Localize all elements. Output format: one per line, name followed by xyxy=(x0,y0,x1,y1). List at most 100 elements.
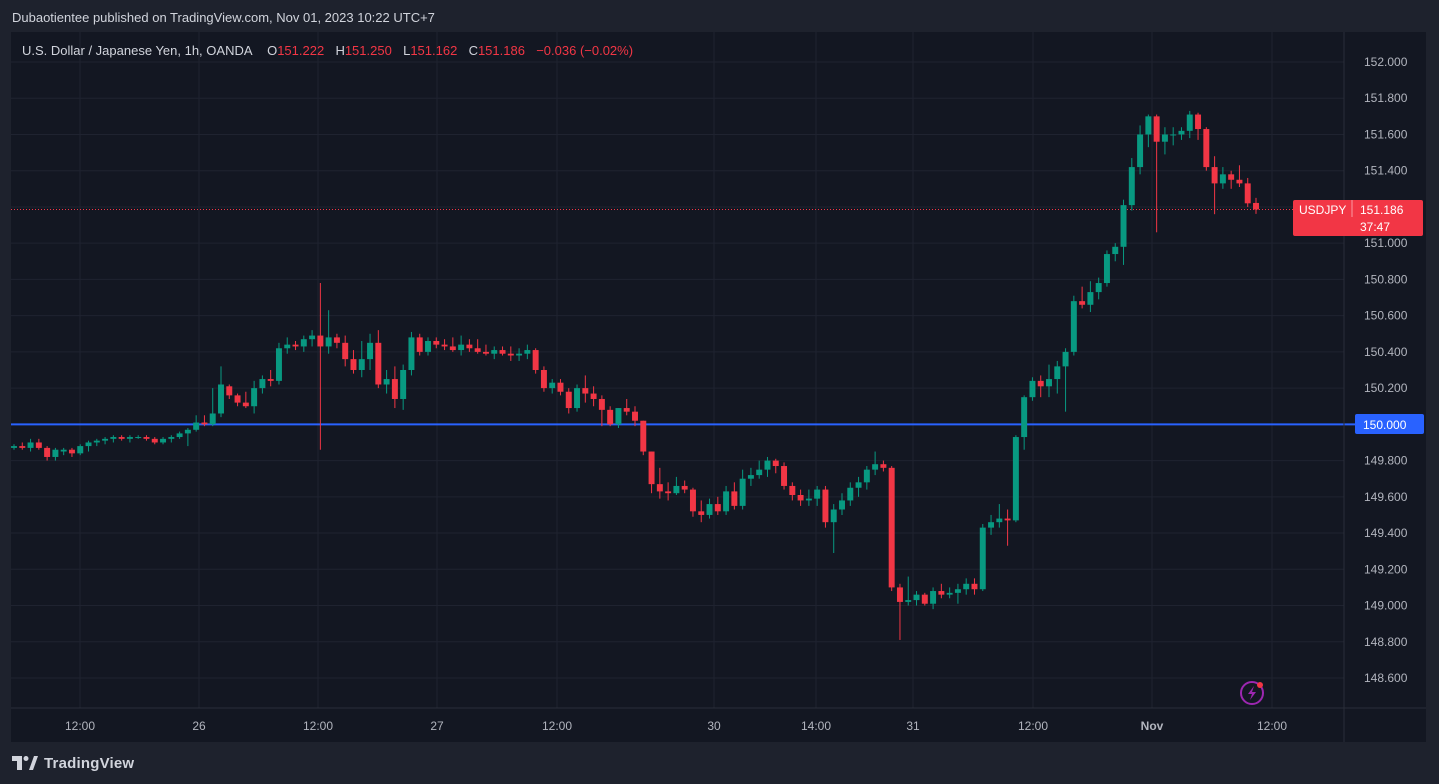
candle-body xyxy=(102,438,109,441)
candle-body xyxy=(930,591,937,604)
candle-body xyxy=(1021,397,1028,438)
y-tick-label: 151.600 xyxy=(1364,127,1408,141)
candle-body xyxy=(896,587,903,602)
candle-body xyxy=(93,440,100,443)
tradingview-logo-icon[interactable] xyxy=(12,756,38,770)
candle-body xyxy=(1054,366,1061,380)
candle-body xyxy=(77,446,84,454)
price-tags-layer: USDJPY 151.186 37:47 150.000 xyxy=(1293,200,1424,434)
candle-body xyxy=(921,594,928,604)
candle-body xyxy=(193,422,200,430)
candle-body xyxy=(830,509,837,523)
candle-body xyxy=(118,437,125,439)
candle-body xyxy=(491,350,498,354)
candle-body xyxy=(665,491,672,494)
candle-body xyxy=(747,475,754,479)
candle-body xyxy=(1145,116,1152,135)
candle-body xyxy=(863,469,870,483)
symbol-description[interactable]: U.S. Dollar / Japanese Yen, 1h, OANDA xyxy=(22,43,252,58)
footer-brand[interactable]: TradingView xyxy=(44,754,135,772)
x-tick-label: 27 xyxy=(430,719,444,733)
y-tick-label: 150.200 xyxy=(1364,381,1408,395)
candle-body xyxy=(1062,351,1069,367)
candle-body xyxy=(259,379,266,389)
candle-body xyxy=(226,386,233,396)
candle-body xyxy=(383,379,390,385)
candle-body xyxy=(805,498,812,501)
candle-body xyxy=(160,438,167,443)
low-key: L xyxy=(403,43,411,58)
candle-body xyxy=(317,335,324,347)
level-price-tag xyxy=(1355,414,1424,434)
candle-body xyxy=(988,522,995,528)
candle-body xyxy=(1170,134,1177,136)
candle-body xyxy=(1137,134,1144,168)
candle-body xyxy=(143,437,150,439)
x-tick-label: 12:00 xyxy=(542,719,572,733)
candle-body xyxy=(855,482,862,488)
candle-body xyxy=(1046,379,1052,387)
candle-body xyxy=(632,411,638,421)
candle-body xyxy=(499,350,506,354)
candle-body xyxy=(681,485,688,490)
candle-body xyxy=(540,370,547,389)
candle-body xyxy=(433,341,440,345)
x-tick-label: Nov xyxy=(1141,719,1164,733)
candle-body xyxy=(574,388,581,409)
y-tick-label: 150.400 xyxy=(1364,345,1408,359)
chart-frame[interactable]: 152.000151.800151.600151.400151.200151.0… xyxy=(11,32,1426,742)
candle-body xyxy=(400,370,407,399)
candle-body xyxy=(1203,129,1210,168)
candle-body xyxy=(839,500,845,510)
close-key: C xyxy=(468,43,478,58)
current-symbol-label: USDJPY xyxy=(1299,203,1346,217)
y-tick-label: 149.000 xyxy=(1364,599,1408,613)
candle-body xyxy=(640,420,647,452)
candle-body xyxy=(1228,174,1235,180)
ohlc-legend: U.S. Dollar / Japanese Yen, 1h, OANDA O 1… xyxy=(22,42,633,60)
x-tick-label: 31 xyxy=(906,719,920,733)
y-tick-label: 151.000 xyxy=(1364,236,1408,250)
candle-body xyxy=(888,467,895,588)
candle-body xyxy=(284,344,291,349)
y-tick-label: 151.800 xyxy=(1364,91,1408,105)
change-value: −0.036 (−0.02%) xyxy=(536,43,634,58)
candle-body xyxy=(946,592,953,595)
x-tick-label: 12:00 xyxy=(1018,719,1048,733)
candle-body xyxy=(151,438,158,443)
high-value: 151.250 xyxy=(344,43,392,58)
candle-body xyxy=(474,348,481,352)
candle-body xyxy=(234,395,241,403)
price-chart[interactable]: 152.000151.800151.600151.400151.200151.0… xyxy=(11,32,1426,742)
candle-body xyxy=(524,350,531,354)
candle-body xyxy=(292,344,299,347)
candle-body xyxy=(714,504,721,512)
candle-body xyxy=(648,451,655,485)
candle-body xyxy=(408,337,415,370)
candle-body xyxy=(375,342,382,385)
close-value: 151.186 xyxy=(477,43,525,58)
y-tick-label: 149.600 xyxy=(1364,490,1408,504)
footer: TradingView xyxy=(12,752,134,774)
candle-body xyxy=(27,442,34,448)
candle-body xyxy=(251,388,258,407)
candle-body xyxy=(814,489,821,499)
candle-body xyxy=(847,487,854,501)
candle-body xyxy=(532,350,539,370)
candle-body xyxy=(938,591,945,595)
candle-body xyxy=(549,382,556,389)
candle-body xyxy=(44,447,51,457)
publish-header: Dubaotientee published on TradingView.co… xyxy=(12,10,435,25)
candle-body xyxy=(350,359,357,370)
candle-body xyxy=(706,504,713,515)
open-key: O xyxy=(267,43,278,58)
candle-body xyxy=(1128,167,1135,206)
candle-body xyxy=(590,393,597,399)
candle-body xyxy=(880,464,887,468)
candle-body xyxy=(1120,205,1127,247)
candle-body xyxy=(1029,380,1036,398)
candle-body xyxy=(1186,114,1193,131)
lightning-icon[interactable] xyxy=(1240,681,1264,705)
y-tick-label: 148.600 xyxy=(1364,671,1408,685)
candle-body xyxy=(1112,246,1119,255)
